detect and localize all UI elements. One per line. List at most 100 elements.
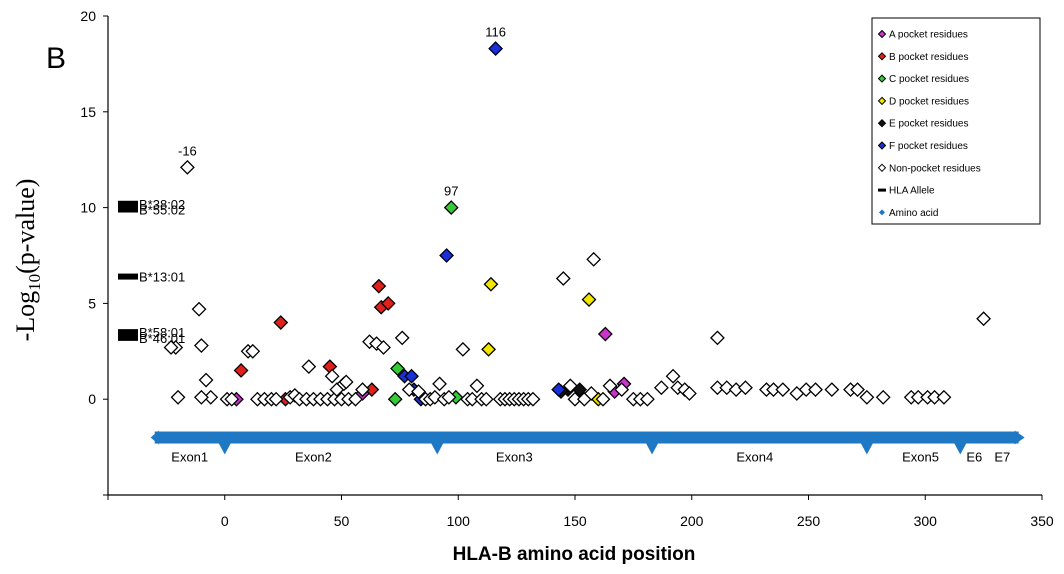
data-point-n	[808, 382, 823, 398]
legend-label: Non-pocket residues	[889, 163, 981, 174]
exon-label: Exon1	[171, 450, 208, 465]
data-point-n	[301, 359, 317, 375]
data-point-n	[614, 382, 630, 398]
data-point-f	[439, 248, 454, 263]
y-axis-title-subscript: 10	[25, 274, 44, 291]
band-left-cap	[150, 430, 159, 445]
point-annotation: -16	[178, 143, 197, 158]
data-point-n	[324, 368, 340, 384]
allele-bar	[118, 329, 138, 336]
data-point-n	[338, 374, 354, 390]
data-point-n	[710, 330, 725, 346]
data-point-f	[404, 368, 419, 384]
data-point-n	[586, 251, 602, 267]
data-point-n	[163, 340, 179, 355]
allele-bar	[118, 334, 138, 341]
data-point-n	[824, 382, 840, 398]
data-point-n	[665, 368, 681, 384]
legend-swatch-allele	[878, 188, 886, 192]
exon-label: Exon2	[295, 450, 332, 465]
point-annotation: 116	[485, 25, 506, 40]
data-point-n	[875, 389, 891, 405]
y-tick-label: 15	[80, 104, 96, 120]
exon-boundary-marker	[645, 441, 660, 455]
legend-label: D pocket residues	[889, 96, 969, 107]
data-point-n	[681, 386, 697, 401]
allele-label: B*13:01	[139, 270, 185, 285]
x-tick-label: 250	[797, 513, 821, 529]
y-axis-title-group: -Log10(p-value)	[11, 179, 44, 342]
point-annotation: 97	[444, 184, 458, 199]
data-point-n	[850, 382, 865, 398]
data-point-n	[653, 380, 669, 396]
data-point-n	[775, 382, 791, 398]
amino-acid-band	[154, 431, 1019, 444]
data-point-n	[602, 378, 618, 394]
legend-swatch-d	[877, 96, 887, 106]
allele-bar	[118, 206, 138, 213]
data-point-n	[411, 384, 426, 399]
data-point-c	[443, 200, 459, 216]
x-tick-label: 200	[680, 513, 704, 529]
legend-swatch-c	[877, 74, 887, 83]
data-point-n	[427, 389, 443, 405]
allele-bar	[118, 273, 138, 280]
data-point-n	[193, 389, 209, 405]
data-point-n	[394, 330, 410, 346]
data-point-n	[355, 382, 370, 398]
exon-label: E6	[966, 450, 982, 465]
data-point-n	[976, 311, 992, 327]
x-tick-label: 100	[447, 513, 471, 529]
data-point-n	[179, 159, 195, 175]
data-point-n	[441, 389, 457, 405]
legend-label: F pocket residues	[889, 141, 968, 152]
data-point-n	[432, 376, 447, 392]
exon-label: Exon3	[496, 450, 533, 465]
exon-label: E7	[994, 450, 1010, 465]
data-point-n	[738, 380, 753, 396]
data-point-n	[478, 391, 494, 407]
data-point-n	[595, 391, 611, 407]
exon-label: Exon4	[736, 450, 773, 465]
y-tick-label: 10	[80, 200, 96, 216]
data-point-n	[170, 389, 186, 405]
legend-swatch-f	[877, 141, 887, 150]
band-right-cap	[1014, 430, 1025, 445]
data-point-n	[555, 271, 571, 286]
legend-label: C pocket residues	[889, 74, 969, 85]
data-point-n	[859, 389, 875, 405]
legend-swatch-amino	[879, 209, 885, 216]
data-point-n	[455, 341, 471, 357]
legend-swatch-a	[877, 29, 887, 39]
legend-label: A pocket residues	[889, 30, 968, 41]
data-point-n	[639, 391, 655, 407]
allele-label: B*38:02	[139, 197, 185, 212]
data-point-n	[224, 391, 240, 407]
data-point-b	[380, 295, 396, 311]
data-point-f	[488, 41, 504, 56]
data-point-n	[198, 372, 214, 388]
data-point-b	[273, 315, 289, 330]
exon-label: Exon5	[902, 450, 939, 465]
data-point-n	[583, 386, 599, 401]
exon-boundary-marker	[859, 441, 874, 455]
data-point-n	[191, 301, 207, 317]
y-tick-label: 5	[88, 295, 96, 311]
allele-bar	[118, 200, 138, 207]
panel-letter: B	[46, 42, 66, 75]
legend-label: B pocket residues	[889, 52, 969, 63]
data-point-n	[469, 378, 485, 394]
data-point-n	[525, 391, 541, 407]
data-point-c	[387, 391, 403, 407]
legend-label: E pocket residues	[889, 119, 969, 130]
data-point-n	[401, 382, 417, 398]
legend: A pocket residues B pocket residues C pock…	[871, 17, 1041, 225]
legend-swatch-b	[877, 52, 887, 61]
legend-label: Amino acid	[889, 208, 938, 219]
data-point-n	[245, 343, 261, 359]
y-tick-label: 20	[80, 8, 96, 24]
data-point-b	[371, 278, 387, 294]
exon-boundary-marker	[953, 441, 968, 455]
allele-label: B*58:01	[139, 325, 185, 340]
